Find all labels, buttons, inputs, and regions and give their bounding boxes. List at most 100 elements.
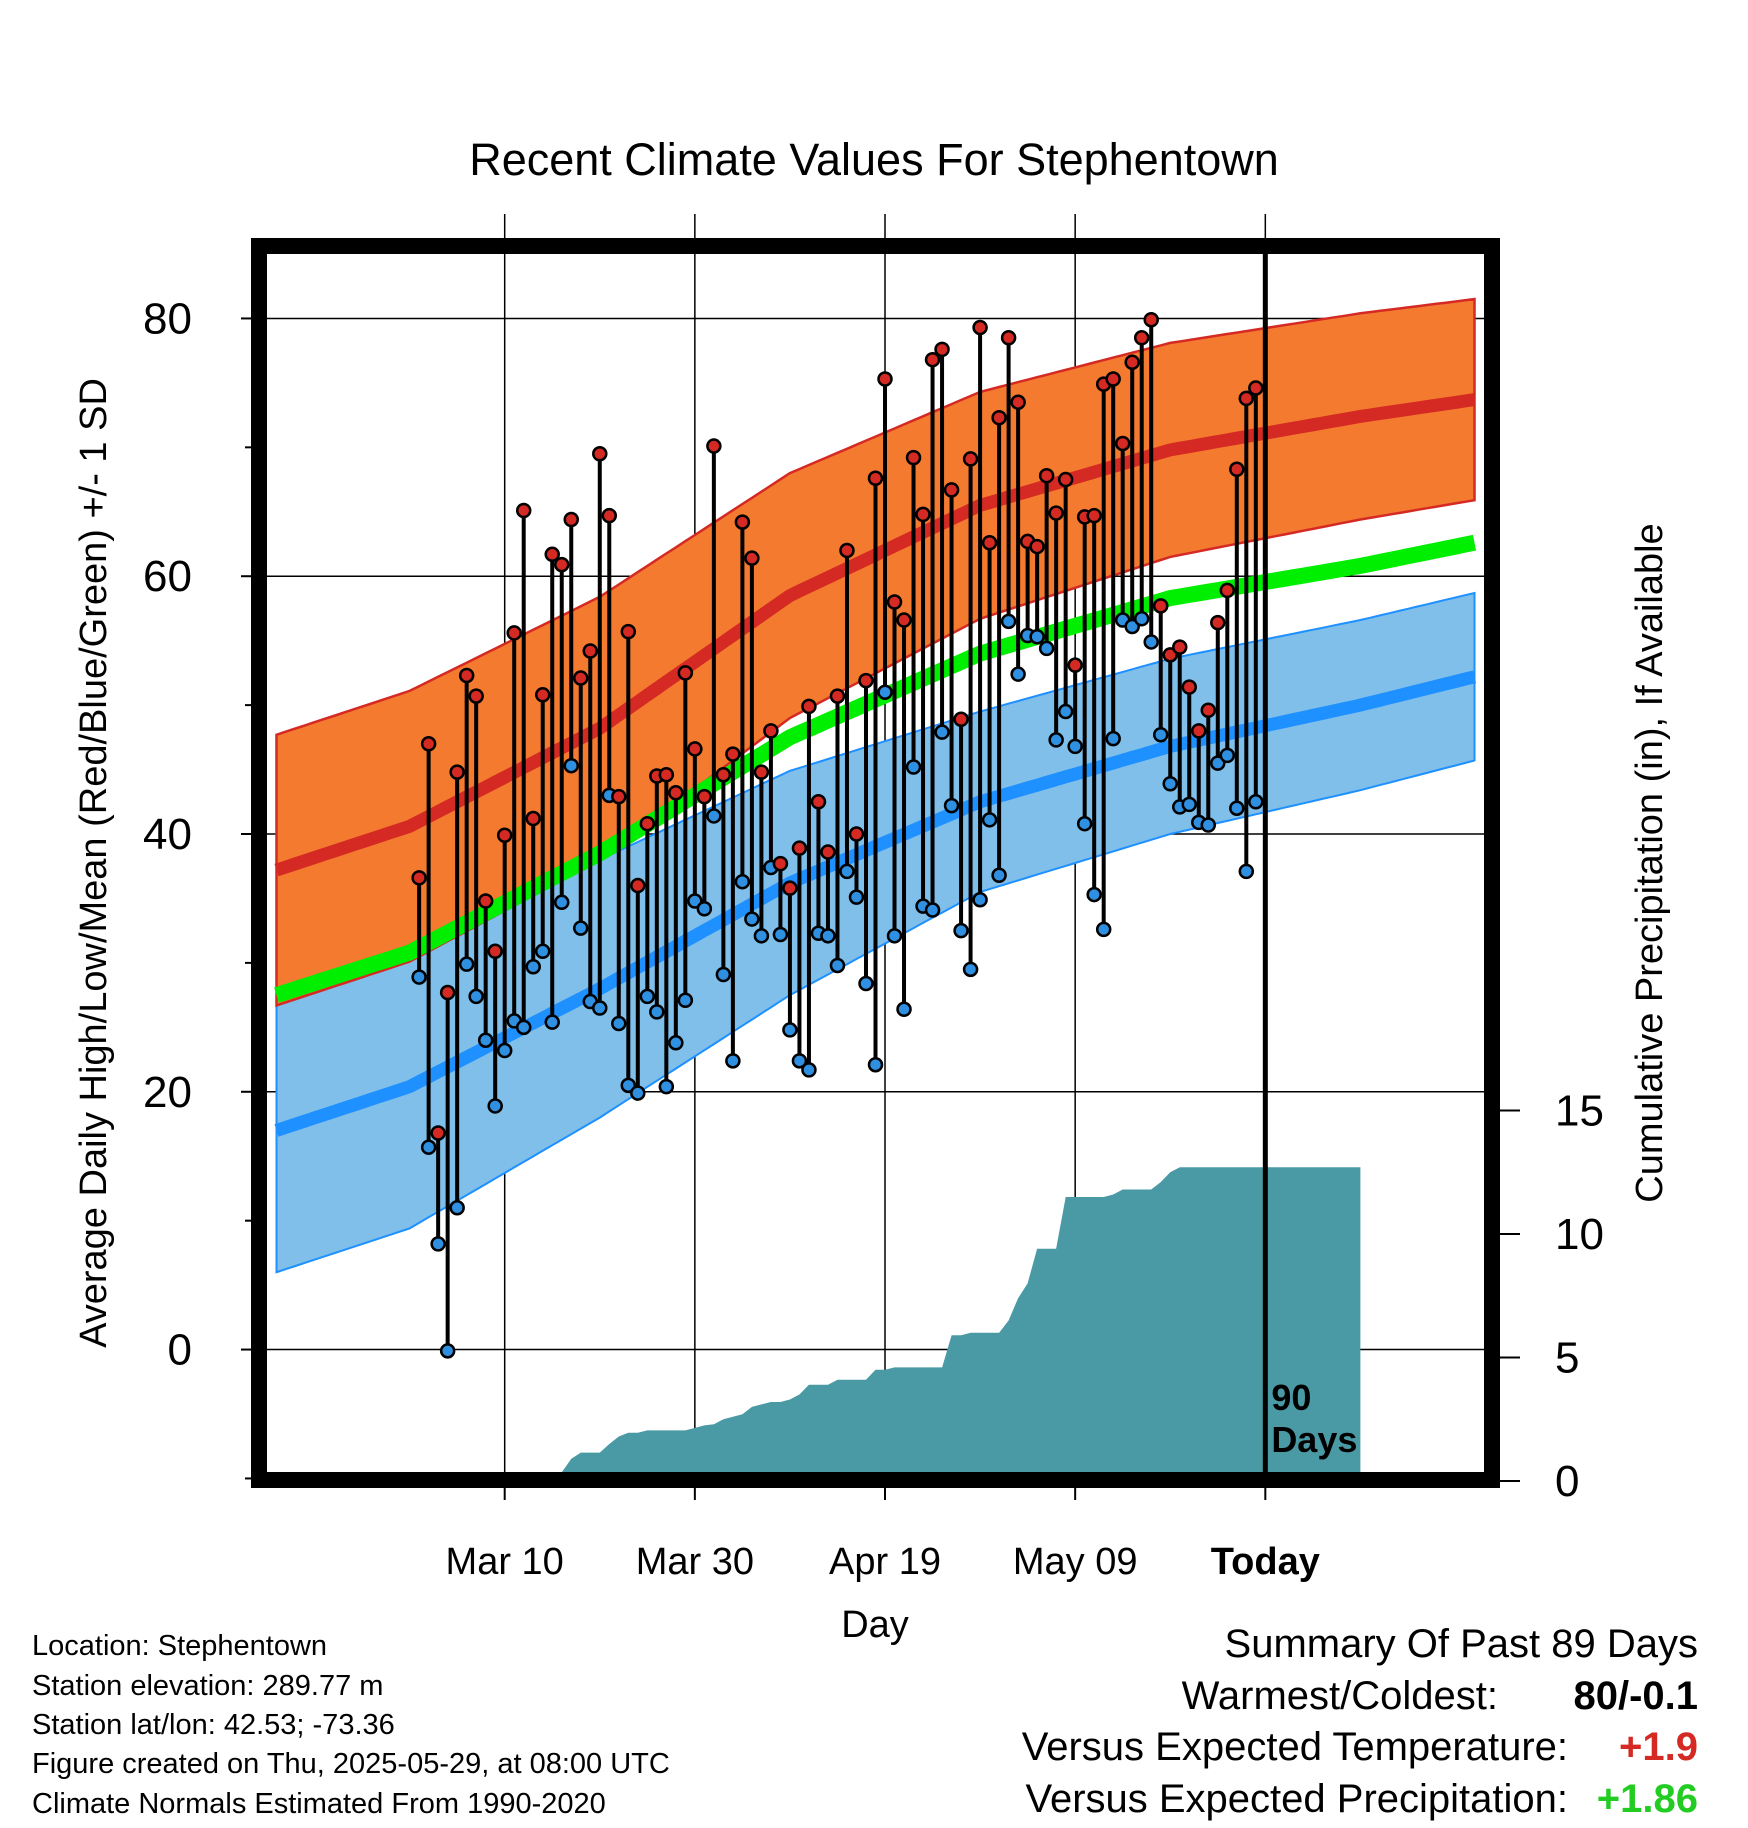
low-point-70: [1067, 738, 1083, 755]
high-point-38: [763, 723, 779, 739]
high-point-62: [991, 409, 1007, 426]
high-point-19: [582, 643, 599, 659]
high-point-49: [867, 470, 884, 487]
high-point-42: [801, 698, 817, 715]
low-point-52: [896, 1001, 912, 1018]
high-point-82: [1181, 679, 1198, 695]
precipitation-area: [419, 1167, 1361, 1481]
low-point-69: [1057, 703, 1074, 720]
low-point-47: [848, 889, 865, 905]
low-point-15: [544, 1014, 560, 1030]
warm-cold-value: 80/-0.1: [1573, 1674, 1698, 1718]
high-point-40: [782, 880, 798, 896]
low-point-20: [592, 1000, 608, 1016]
normals-source-text: Climate Normals Estimated From 1990-2020: [32, 1788, 606, 1820]
low-point-59: [962, 961, 979, 978]
high-point-18: [573, 670, 589, 686]
precip-area-shape: [419, 1167, 1361, 1481]
high-point-22: [611, 788, 627, 805]
today-days-label: Days: [1271, 1419, 1357, 1460]
high-point-1: [411, 870, 427, 886]
low-point-4: [439, 1343, 456, 1359]
low-point-13: [525, 959, 541, 975]
y-tick-label-40: 40: [143, 810, 192, 859]
low-point-77: [1133, 611, 1150, 627]
high-point-8: [477, 893, 494, 909]
y-tick-label-0: 0: [168, 1326, 192, 1375]
low-point-29: [677, 992, 694, 1009]
latlon-text: Station lat/lon: 42.53; -73.36: [32, 1709, 395, 1741]
high-point-67: [1038, 467, 1055, 484]
low-point-53: [905, 759, 922, 775]
low-point-45: [829, 957, 846, 974]
y2-axis-label: Cumulative Precipitation (in), If Availa…: [1629, 523, 1671, 1202]
high-point-63: [1000, 330, 1017, 346]
low-point-8: [477, 1032, 494, 1048]
low-point-80: [1162, 775, 1178, 792]
high-point-51: [886, 594, 903, 610]
high-point-87: [1229, 461, 1245, 477]
high-point-74: [1105, 371, 1121, 387]
high-point-56: [934, 341, 950, 358]
low-point-72: [1086, 886, 1102, 903]
high-point-17: [563, 511, 579, 528]
high-point-14: [534, 687, 551, 703]
low-point-89: [1248, 794, 1264, 810]
high-point-50: [877, 371, 893, 387]
low-point-34: [725, 1053, 741, 1069]
low-point-86: [1219, 747, 1236, 764]
high-point-15: [544, 546, 560, 563]
low-point-12: [515, 1019, 532, 1036]
high-point-68: [1048, 505, 1064, 521]
low-point-63: [1000, 613, 1017, 630]
y-tick-label-60: 60: [143, 552, 192, 601]
low-point-82: [1181, 796, 1198, 813]
low-point-50: [877, 684, 893, 700]
high-point-27: [658, 766, 675, 783]
low-point-40: [782, 1022, 798, 1038]
low-point-24: [630, 1085, 646, 1101]
high-point-66: [1029, 538, 1045, 555]
low-point-60: [972, 891, 988, 908]
high-point-23: [620, 623, 637, 640]
high-point-84: [1200, 702, 1217, 719]
daily-points: [411, 311, 1264, 1359]
low-point-41: [791, 1053, 808, 1069]
x-tick-label-90: Today: [1211, 1541, 1320, 1583]
location-text: Location: Stephentown: [32, 1630, 328, 1662]
low-point-25: [639, 988, 656, 1005]
high-point-79: [1152, 598, 1169, 614]
high-point-72: [1086, 507, 1102, 524]
low-point-5: [449, 1200, 465, 1216]
high-point-43: [810, 794, 827, 810]
high-point-25: [639, 815, 656, 832]
high-point-60: [972, 319, 988, 336]
low-point-14: [534, 943, 551, 960]
low-point-74: [1105, 730, 1121, 747]
high-point-45: [829, 688, 846, 704]
high-point-57: [943, 482, 960, 498]
high-point-13: [525, 810, 541, 827]
low-point-56: [934, 724, 950, 740]
precip-value: +1.86: [1596, 1777, 1698, 1821]
high-point-64: [1010, 394, 1026, 410]
high-point-86: [1219, 582, 1236, 599]
low-point-42: [801, 1062, 817, 1078]
low-point-57: [943, 797, 960, 814]
y2-axis-ticks: 0 5 10 15: [1500, 1087, 1604, 1506]
low-point-48: [858, 975, 874, 992]
low-point-71: [1076, 815, 1093, 832]
low-point-16: [553, 894, 570, 911]
plot-frame: [251, 238, 1500, 1488]
low-point-79: [1152, 727, 1169, 743]
low-point-7: [468, 988, 484, 1005]
high-point-41: [791, 840, 808, 856]
low-point-10: [496, 1042, 513, 1059]
low-point-64: [1010, 666, 1026, 682]
y2-tick-label-0: 0: [1555, 1457, 1579, 1506]
low-point-33: [715, 966, 732, 983]
high-point-58: [953, 711, 969, 728]
low-point-58: [953, 922, 969, 939]
high-point-61: [981, 534, 998, 551]
